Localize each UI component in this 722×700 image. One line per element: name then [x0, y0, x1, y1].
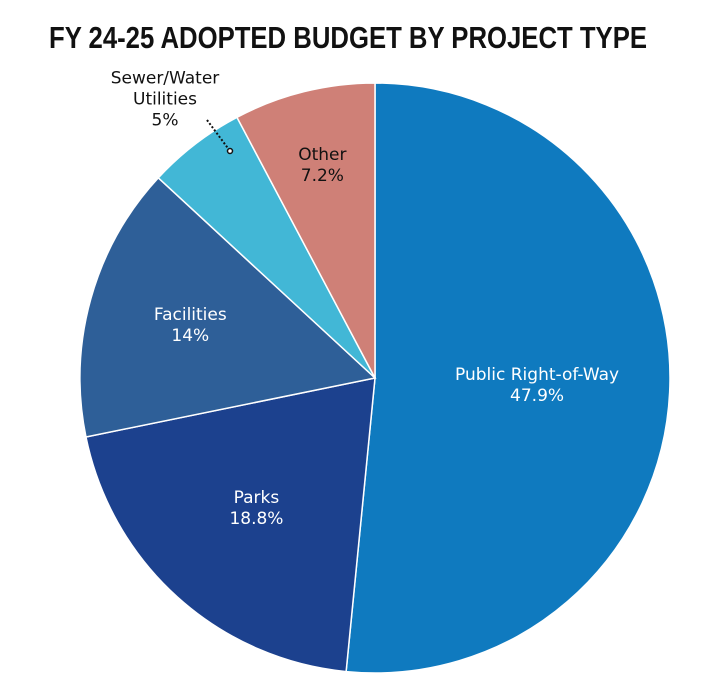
pie-slice — [85, 377, 376, 673]
value-label: 5% — [151, 110, 179, 131]
pie-slice — [79, 176, 377, 438]
leader-dot — [226, 147, 234, 155]
value-label: 7.2% — [300, 166, 344, 187]
slice-label: Facilities 14% — [154, 305, 227, 347]
leader-line — [206, 119, 231, 152]
value-label: 18.8% — [229, 509, 284, 530]
category-label: Facilities — [153, 305, 227, 326]
category-label: Public Right-of-Way — [455, 364, 620, 385]
slice-label: Other 7.2% — [298, 145, 346, 187]
category-label: Parks — [233, 488, 280, 509]
slice-label: Public Right-of-Way 47.9% — [455, 365, 619, 407]
value-label: 47.9% — [510, 385, 565, 406]
pie-slice — [345, 82, 671, 674]
category-label: Sewer/Water Utilities — [110, 68, 220, 110]
chart-title: FY 24-25 ADOPTED BUDGET BY PROJECT TYPE — [49, 20, 647, 55]
slice-label: Parks 18.8% — [229, 488, 283, 530]
category-label: Other — [298, 145, 347, 166]
slice-label: Sewer/Water Utilities 5% — [110, 69, 220, 132]
pie-slice — [235, 82, 376, 379]
value-label: 14% — [171, 326, 210, 347]
